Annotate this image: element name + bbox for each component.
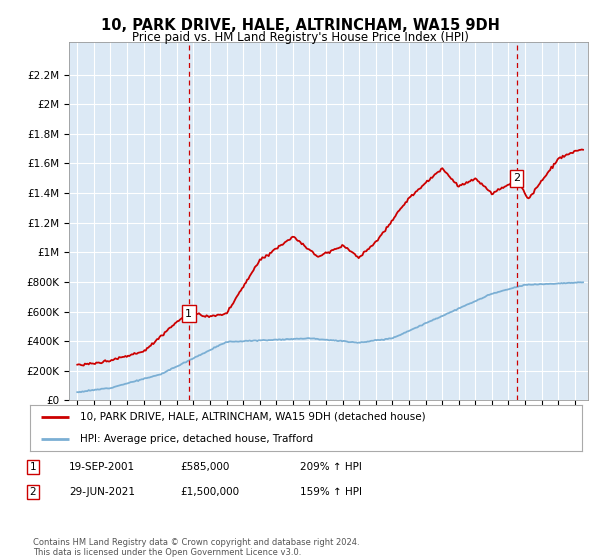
Text: HPI: Average price, detached house, Trafford: HPI: Average price, detached house, Traf… bbox=[80, 434, 313, 444]
Text: Price paid vs. HM Land Registry's House Price Index (HPI): Price paid vs. HM Land Registry's House … bbox=[131, 31, 469, 44]
Text: 209% ↑ HPI: 209% ↑ HPI bbox=[300, 462, 362, 472]
Text: Contains HM Land Registry data © Crown copyright and database right 2024.
This d: Contains HM Land Registry data © Crown c… bbox=[33, 538, 359, 557]
Text: 2: 2 bbox=[29, 487, 37, 497]
Text: £585,000: £585,000 bbox=[180, 462, 229, 472]
Text: £1,500,000: £1,500,000 bbox=[180, 487, 239, 497]
Text: 159% ↑ HPI: 159% ↑ HPI bbox=[300, 487, 362, 497]
Text: 2: 2 bbox=[513, 173, 520, 183]
Text: 10, PARK DRIVE, HALE, ALTRINCHAM, WA15 9DH (detached house): 10, PARK DRIVE, HALE, ALTRINCHAM, WA15 9… bbox=[80, 412, 425, 422]
Text: 29-JUN-2021: 29-JUN-2021 bbox=[69, 487, 135, 497]
Text: 1: 1 bbox=[185, 309, 192, 319]
Text: 19-SEP-2001: 19-SEP-2001 bbox=[69, 462, 135, 472]
Text: 1: 1 bbox=[29, 462, 37, 472]
Text: 10, PARK DRIVE, HALE, ALTRINCHAM, WA15 9DH: 10, PARK DRIVE, HALE, ALTRINCHAM, WA15 9… bbox=[101, 18, 499, 33]
